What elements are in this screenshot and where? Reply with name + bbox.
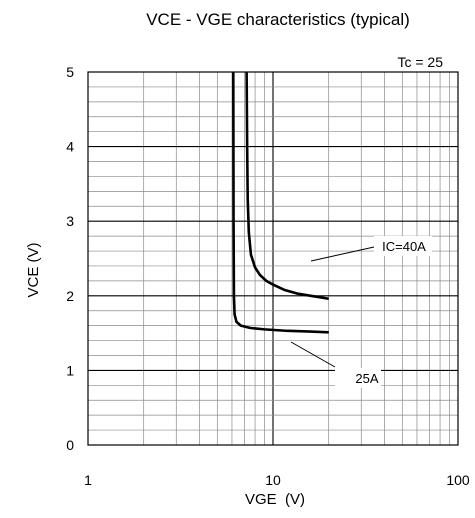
plot-frame [87, 71, 459, 446]
y-axis: 0 1 2 3 4 5 [66, 64, 74, 453]
series-line-ic-40a [245, 71, 329, 301]
annotation-25a: 25A [355, 371, 378, 386]
y-axis-label: VCE (V) [25, 242, 42, 297]
x-axis: 1 10 100 [84, 472, 470, 488]
y-tick-label: 5 [66, 64, 74, 80]
y-tick-label: 1 [66, 362, 74, 378]
y-tick-label: 2 [66, 288, 74, 304]
annotation-ic40a: IC=40A [382, 239, 426, 254]
y-tick-label: 3 [66, 213, 74, 229]
label-box-ic40a [374, 236, 432, 256]
leader-line-25a [290, 341, 336, 368]
condition-label: Tc = 25 [397, 54, 443, 70]
y-tick-label: 0 [66, 437, 74, 453]
chart-title: VCE - VGE characteristics (typical) [146, 10, 410, 29]
x-tick-label: 100 [446, 472, 470, 488]
label-box-25a [335, 368, 381, 388]
x-tick-label: 1 [84, 472, 92, 488]
grid [88, 72, 458, 445]
series-line-25a [231, 71, 329, 334]
x-axis-label: VGE (V) [245, 491, 305, 508]
leader-line-ic40a [310, 246, 375, 262]
series-group [231, 71, 329, 334]
x-tick-label: 10 [265, 472, 281, 488]
y-tick-label: 4 [66, 139, 74, 155]
